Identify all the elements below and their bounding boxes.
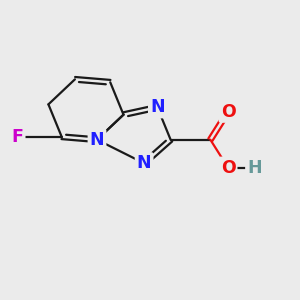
Text: H: H [247,159,262,177]
Text: N: N [137,154,152,172]
Text: O: O [221,159,236,177]
Text: N: N [90,131,104,149]
Text: F: F [12,128,23,146]
Text: O: O [221,103,236,121]
Text: N: N [150,98,165,116]
